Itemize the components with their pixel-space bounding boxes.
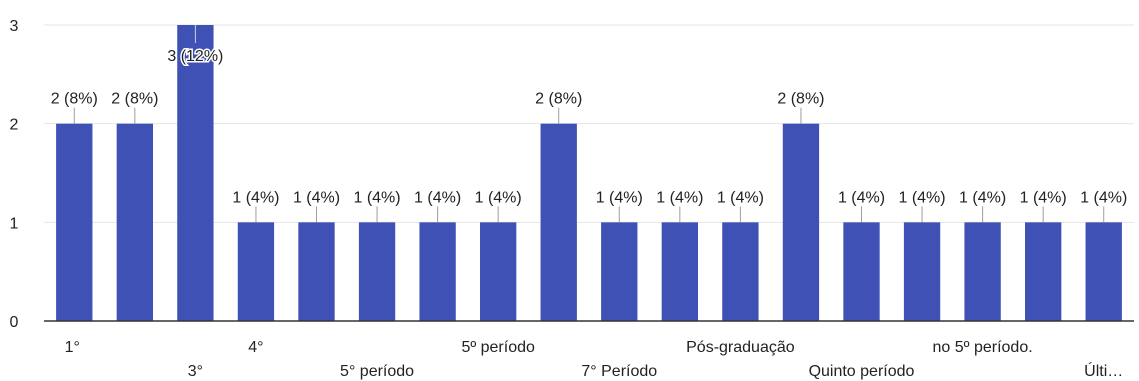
x-tick-label: 3°	[188, 363, 203, 380]
data-label: 1 (4%)	[959, 189, 1006, 206]
data-label: 1 (4%)	[838, 189, 885, 206]
bar[interactable]	[782, 123, 820, 322]
bar[interactable]	[903, 222, 941, 321]
bar[interactable]	[177, 25, 214, 321]
x-axis-tick-labels: 1° 3° 4° 5° período 5º período 7° Período Pós-…	[65, 339, 1124, 380]
bar[interactable]	[601, 222, 638, 321]
data-label: 1 (4%)	[475, 189, 522, 206]
grid-lines	[44, 24, 1134, 223]
data-label: 1 (4%)	[293, 189, 340, 206]
x-tick-label: 7° Período	[581, 363, 657, 380]
bar[interactable]	[722, 222, 759, 321]
bar[interactable]	[540, 123, 577, 322]
data-label: 2 (8%)	[535, 91, 582, 108]
bar[interactable]	[480, 222, 517, 321]
bar[interactable]	[419, 222, 456, 321]
data-label: 2 (8%)	[111, 91, 158, 108]
x-tick-label: no 5º período.	[933, 339, 1033, 356]
bar[interactable]	[358, 222, 396, 321]
data-label-leaders	[73, 25, 1105, 223]
data-label: 1 (4%)	[1080, 189, 1127, 206]
x-tick-label: Pós-graduação	[686, 339, 795, 356]
y-tick-label: 1	[10, 215, 19, 232]
x-tick-label: Quinto período	[809, 363, 915, 380]
bar[interactable]	[298, 222, 335, 321]
data-label: 1 (4%)	[414, 189, 461, 206]
bar[interactable]	[116, 123, 153, 322]
data-label: 1 (4%)	[1020, 189, 1067, 206]
y-tick-label: 2	[10, 117, 19, 134]
data-label: 1 (4%)	[596, 189, 643, 206]
data-label: 1 (4%)	[353, 189, 400, 206]
data-label: 1 (4%)	[717, 189, 764, 206]
bar[interactable]	[1025, 222, 1062, 321]
data-labels: 2 (8%) 2 (8%) 3 (12%) 1 (4%) 1 (4%) 1 (4%) 1 (…	[51, 47, 1128, 207]
bars	[56, 25, 1122, 322]
data-label: 1 (4%)	[898, 189, 945, 206]
data-label: 1 (4%)	[232, 189, 279, 206]
bar[interactable]	[1085, 222, 1122, 321]
bar[interactable]	[237, 222, 275, 321]
x-tick-label: 5º período	[461, 339, 535, 356]
data-label: 3 (12%)	[167, 48, 223, 65]
data-label: 1 (4%)	[656, 189, 703, 206]
y-axis-tick-labels: 0 1 2 3	[10, 18, 19, 331]
bar[interactable]	[661, 222, 698, 321]
bar[interactable]	[56, 123, 93, 322]
data-label: 2 (8%)	[51, 91, 98, 108]
x-tick-label: Últi…	[1084, 361, 1123, 380]
x-tick-label: 4°	[248, 339, 263, 356]
x-tick-label: 1°	[65, 339, 80, 356]
y-tick-label: 3	[10, 18, 19, 35]
x-tick-label: 5° período	[340, 363, 414, 380]
y-tick-label: 0	[10, 314, 19, 331]
bar[interactable]	[964, 222, 1001, 321]
bar[interactable]	[843, 222, 880, 321]
data-label: 2 (8%)	[777, 91, 824, 108]
